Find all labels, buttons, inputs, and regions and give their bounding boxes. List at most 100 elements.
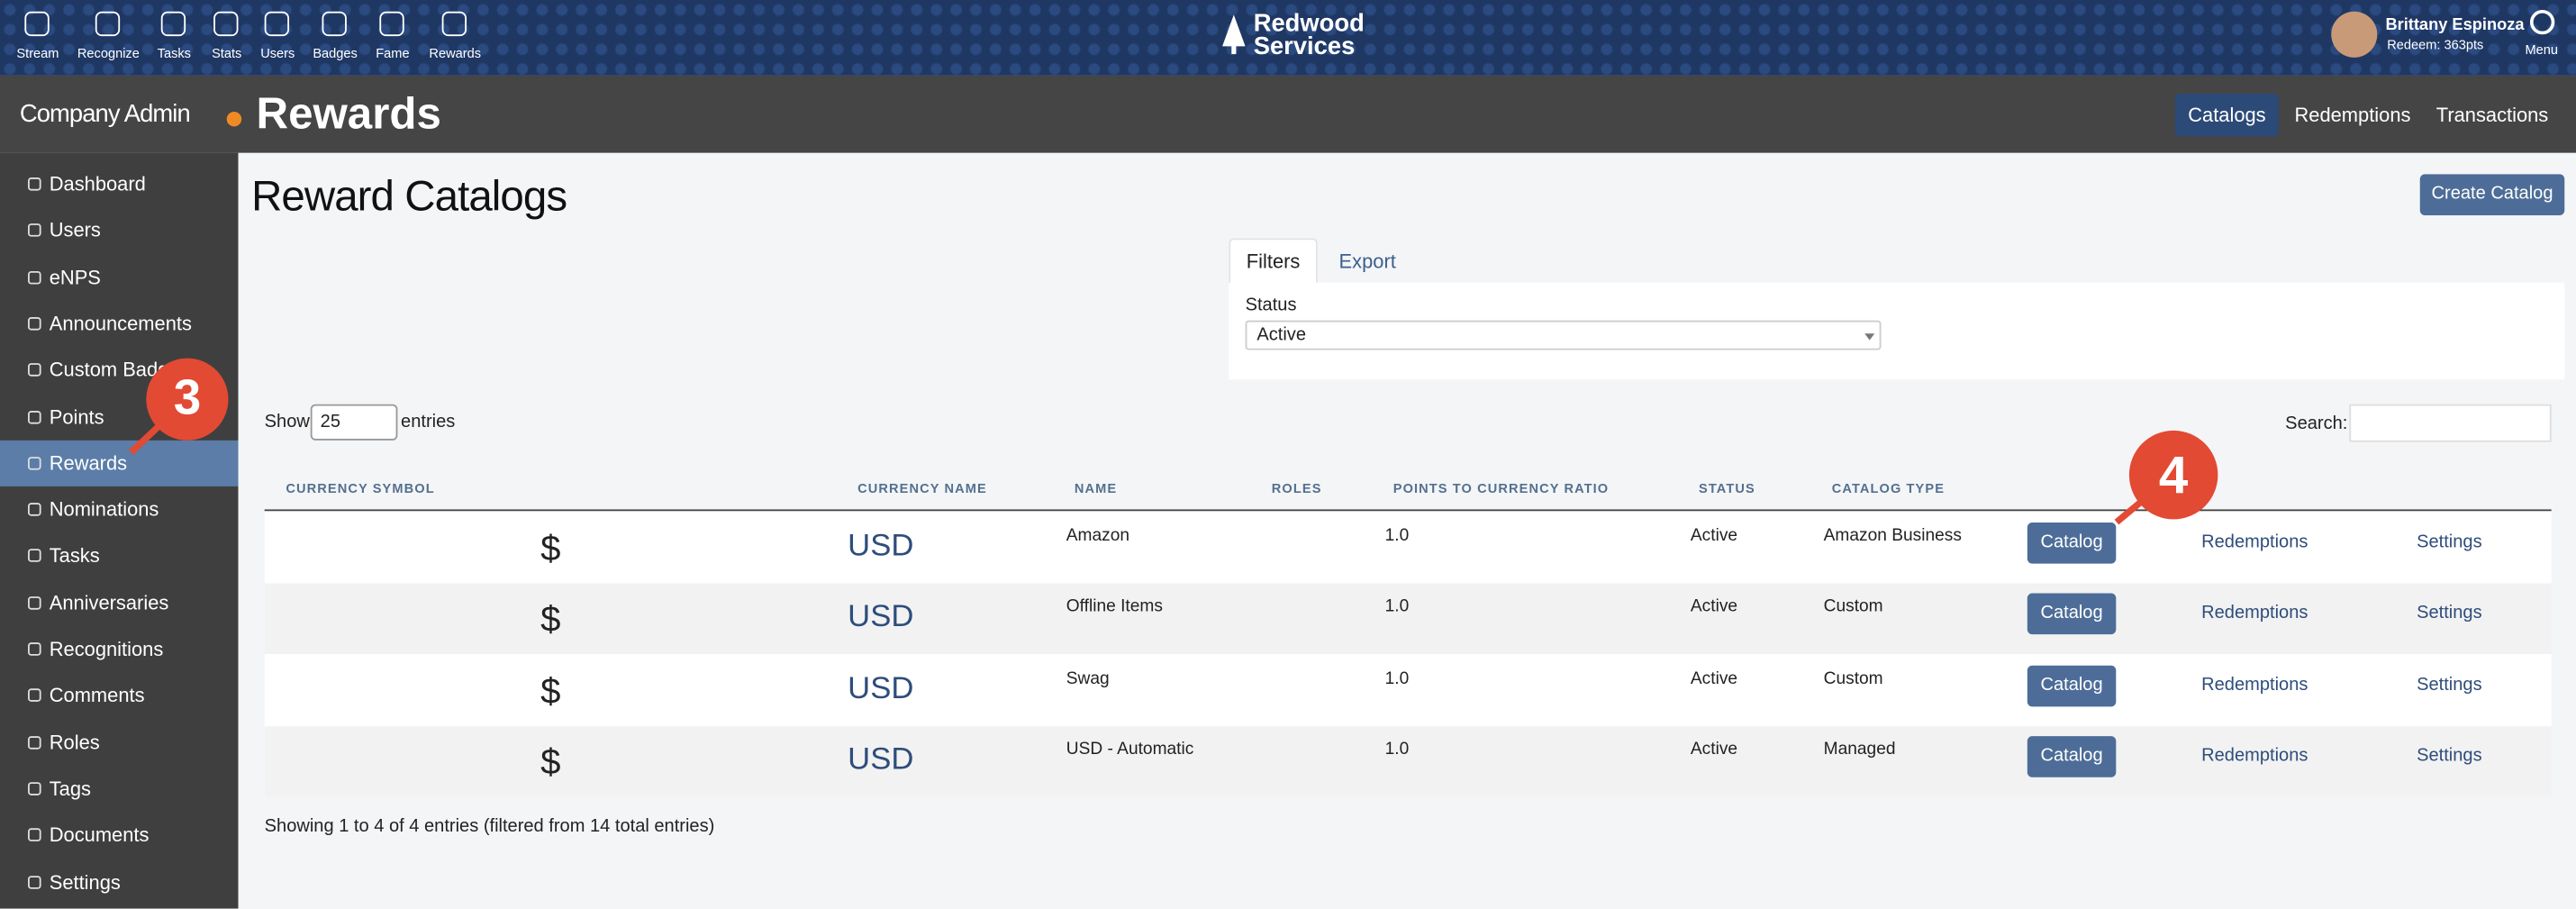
user-name[interactable]: Brittany Espinoza — [2385, 16, 2525, 35]
redemptions-link[interactable]: Redemptions — [2201, 532, 2308, 552]
column-header[interactable]: STATUS — [1699, 481, 1755, 496]
redemptions-link[interactable]: Redemptions — [2201, 674, 2308, 695]
nav-item[interactable]: Stats — [191, 6, 263, 68]
sidebar-item[interactable]: Recognitions — [0, 626, 238, 672]
sidebar-label: Anniversaries — [49, 591, 169, 614]
sidebar-item[interactable]: Dashboard — [0, 161, 238, 207]
column-header[interactable]: CURRENCY SYMBOL — [286, 481, 435, 496]
avatar[interactable] — [2331, 11, 2378, 58]
ratio: 1.0 — [1384, 739, 1410, 759]
sidebar-icon — [28, 270, 41, 284]
column-header[interactable]: NAME — [1074, 481, 1118, 496]
status: Active — [1690, 739, 1738, 759]
page-size-select[interactable]: 25 — [310, 404, 398, 441]
table-footer: Showing 1 to 4 of 4 entries (filtered fr… — [264, 816, 715, 837]
sidebar-item[interactable]: Tasks — [0, 533, 238, 579]
column-header[interactable]: ROLES — [1271, 481, 1322, 496]
catalog-button[interactable]: Catalog — [2027, 735, 2117, 777]
nav-icon — [322, 11, 347, 37]
column-header[interactable]: POINTS TO CURRENCY RATIO — [1392, 481, 1610, 496]
filter-tab[interactable]: Filters — [1229, 238, 1318, 285]
sidebar-icon — [28, 782, 41, 795]
header-tab[interactable]: Catalogs — [2174, 93, 2279, 137]
sidebar-item[interactable]: Announcements — [0, 301, 238, 347]
redemptions-link[interactable]: Redemptions — [2201, 603, 2308, 623]
settings-link[interactable]: Settings — [2417, 674, 2482, 695]
sidebar-icon — [28, 875, 41, 888]
content-title: Reward Catalogs — [251, 170, 567, 221]
sidebar-item[interactable]: Rewards — [0, 440, 239, 486]
catalog-button[interactable]: Catalog — [2027, 664, 2117, 706]
nav-label: Rewards — [429, 46, 482, 61]
redemptions-link[interactable]: Redemptions — [2201, 745, 2308, 766]
sidebar-icon — [28, 363, 41, 377]
catalog-button[interactable]: Catalog — [2027, 523, 2117, 564]
sidebar-item[interactable]: Settings — [0, 859, 238, 904]
settings-link[interactable]: Settings — [2417, 745, 2482, 766]
currency-name: USD — [848, 671, 914, 706]
status: Active — [1690, 668, 1738, 688]
sidebar-label: Rewards — [49, 451, 128, 475]
nav-item[interactable]: Stream — [2, 6, 74, 68]
nav-label: Fame — [376, 46, 410, 61]
status-select[interactable]: Active — [1245, 320, 1882, 350]
sidebar-item[interactable]: Tags — [0, 766, 238, 812]
nav-item[interactable]: Fame — [357, 6, 429, 68]
nav-icon — [24, 11, 50, 37]
catalog-button[interactable]: Catalog — [2027, 594, 2117, 635]
header-tab[interactable]: Redemptions — [2294, 103, 2411, 127]
column-header[interactable]: CATALOG TYPE — [1831, 481, 1946, 496]
header-tab[interactable]: Transactions — [2435, 103, 2549, 127]
sidebar-icon — [28, 688, 41, 703]
search-label: Search: — [2285, 414, 2348, 434]
sidebar-icon — [28, 316, 41, 331]
filter-tab[interactable]: Export — [1338, 250, 1396, 273]
nav-label: Stats — [212, 46, 242, 61]
brand-name: Redwood — [1253, 9, 1365, 38]
nav-label: Badges — [313, 46, 358, 61]
sidebar-item[interactable]: Documents — [0, 812, 238, 858]
sidebar-icon — [28, 549, 41, 563]
settings-link[interactable]: Settings — [2417, 603, 2482, 623]
menu-label[interactable]: Menu — [2525, 42, 2558, 58]
currency-name: USD — [848, 742, 914, 777]
catalog-type: Custom — [1823, 596, 1883, 617]
sidebar-item[interactable]: Anniversaries — [0, 579, 238, 625]
sidebar-item[interactable]: Points — [0, 394, 238, 440]
sidebar-item[interactable]: Users — [0, 207, 238, 253]
nav-label: Recognize — [77, 46, 140, 61]
sidebar-item[interactable]: eNPS — [0, 254, 238, 300]
create-button[interactable]: Create Catalog — [2419, 174, 2565, 215]
select-value: Active — [1256, 325, 1307, 346]
status: Active — [1690, 525, 1738, 546]
table-row: $ USD USD - Automatic 1.0 Active Managed Catal… — [264, 726, 2552, 797]
table-row: $ USD Swag 1.0 Active Custom Catalog Redemption… — [265, 655, 2552, 725]
nav-item[interactable]: Badges — [299, 6, 371, 68]
page-title: Rewards — [256, 88, 441, 139]
search-input[interactable] — [2349, 404, 2552, 442]
table-row: $ USD Offline Items 1.0 Active Custom Catalog R… — [264, 584, 2552, 655]
sidebar-item[interactable]: Comments — [0, 673, 238, 719]
sidebar-icon — [28, 503, 41, 516]
sidebar-item[interactable]: Nominations — [0, 486, 238, 532]
nav-item[interactable]: Recognize — [72, 6, 144, 68]
column-header[interactable]: CURRENCY NAME — [857, 481, 987, 496]
sidebar-item[interactable]: Roles — [0, 719, 238, 765]
catalog-name: Offline Items — [1066, 596, 1163, 617]
status-label: Status — [1245, 295, 1297, 316]
nav-item[interactable]: Tasks — [138, 6, 210, 68]
sidebar-title: Company Admin — [19, 100, 191, 129]
select-value: 25 — [320, 412, 341, 432]
catalog-name: USD - Automatic — [1066, 739, 1194, 759]
ratio: 1.0 — [1384, 596, 1410, 617]
sidebar-icon — [28, 828, 41, 842]
menu-icon[interactable] — [2529, 9, 2555, 35]
currency-name: USD — [848, 600, 914, 635]
ratio: 1.0 — [1384, 525, 1410, 546]
settings-link[interactable]: Settings — [2417, 532, 2482, 552]
nav-item[interactable]: Users — [241, 6, 313, 68]
sidebar-icon — [28, 223, 41, 238]
nav-item[interactable]: Rewards — [419, 6, 491, 68]
sidebar-label: Tasks — [49, 544, 100, 568]
